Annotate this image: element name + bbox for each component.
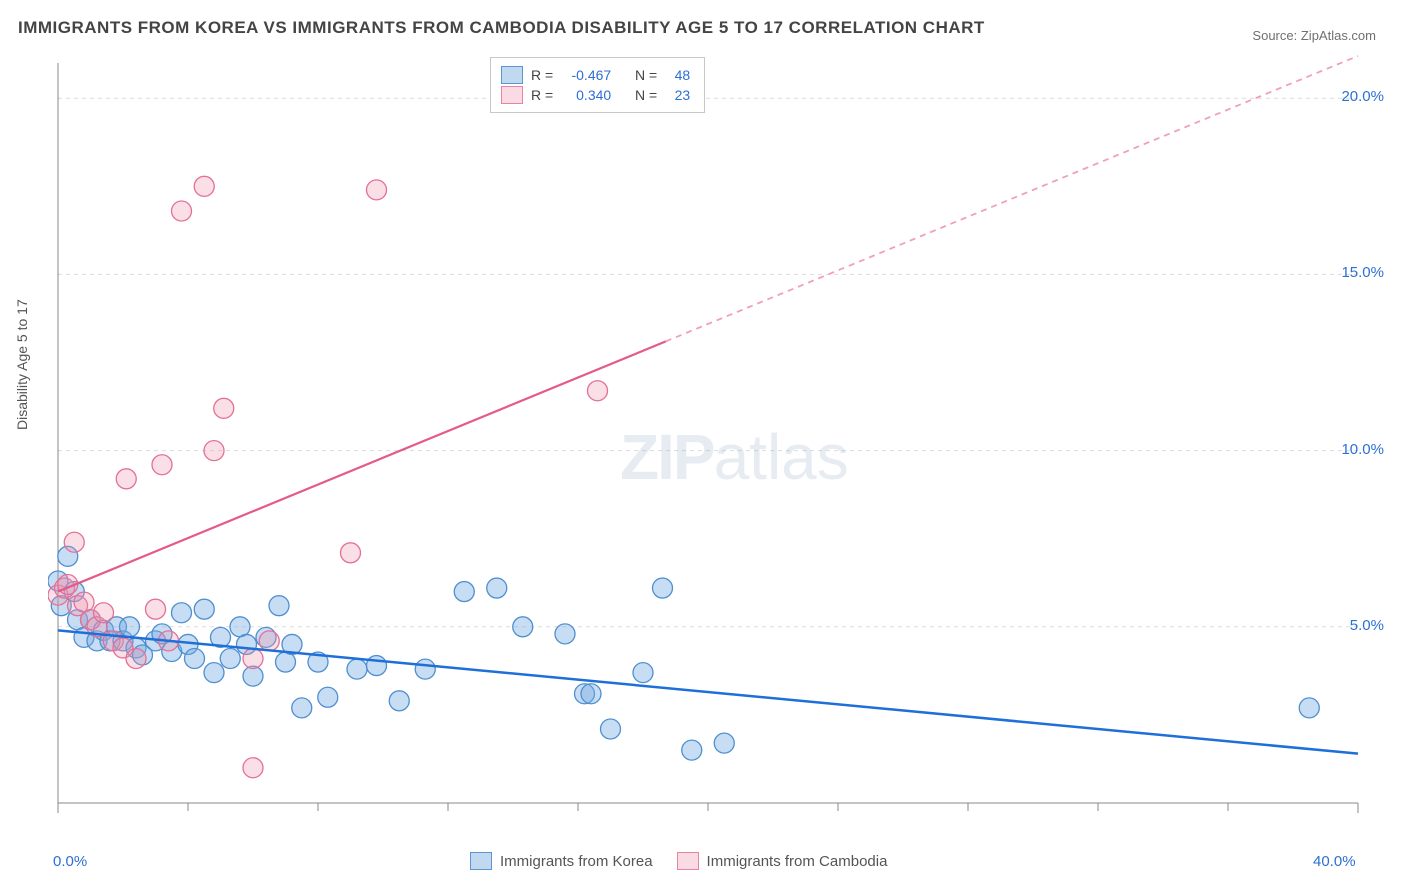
legend-swatch — [677, 852, 699, 870]
source-link[interactable]: ZipAtlas.com — [1301, 28, 1376, 43]
series-legend-item: Immigrants from Cambodia — [677, 852, 888, 870]
n-value: 48 — [665, 67, 690, 83]
y-axis-label: Disability Age 5 to 17 — [14, 299, 30, 430]
series-label: Immigrants from Cambodia — [707, 853, 888, 870]
correlation-legend: R = -0.467 N = 48 R = 0.340 N = 23 — [490, 57, 705, 113]
y-tick-label: 15.0% — [1341, 264, 1384, 281]
legend-swatch — [501, 66, 523, 84]
r-value: -0.467 — [561, 67, 611, 83]
legend-row: R = 0.340 N = 23 — [501, 86, 690, 104]
chart-title: IMMIGRANTS FROM KOREA VS IMMIGRANTS FROM… — [18, 18, 985, 38]
chart-plot-area — [48, 55, 1378, 825]
n-label: N = — [635, 87, 657, 103]
y-tick-label: 20.0% — [1341, 88, 1384, 105]
series-label: Immigrants from Korea — [500, 853, 653, 870]
n-label: N = — [635, 67, 657, 83]
n-value: 23 — [665, 87, 690, 103]
y-tick-label: 5.0% — [1350, 617, 1384, 634]
r-value: 0.340 — [561, 87, 611, 103]
source-attribution: Source: ZipAtlas.com — [1252, 28, 1376, 43]
x-tick-label: 0.0% — [53, 853, 87, 870]
legend-row: R = -0.467 N = 48 — [501, 66, 690, 84]
r-label: R = — [531, 67, 553, 83]
scatter-plot-svg — [48, 55, 1378, 825]
y-tick-label: 10.0% — [1341, 441, 1384, 458]
x-tick-label: 40.0% — [1313, 853, 1356, 870]
legend-swatch — [501, 86, 523, 104]
series-legend: Immigrants from Korea Immigrants from Cam… — [470, 852, 887, 870]
r-label: R = — [531, 87, 553, 103]
legend-swatch — [470, 852, 492, 870]
series-legend-item: Immigrants from Korea — [470, 852, 653, 870]
source-label: Source: — [1252, 28, 1297, 43]
